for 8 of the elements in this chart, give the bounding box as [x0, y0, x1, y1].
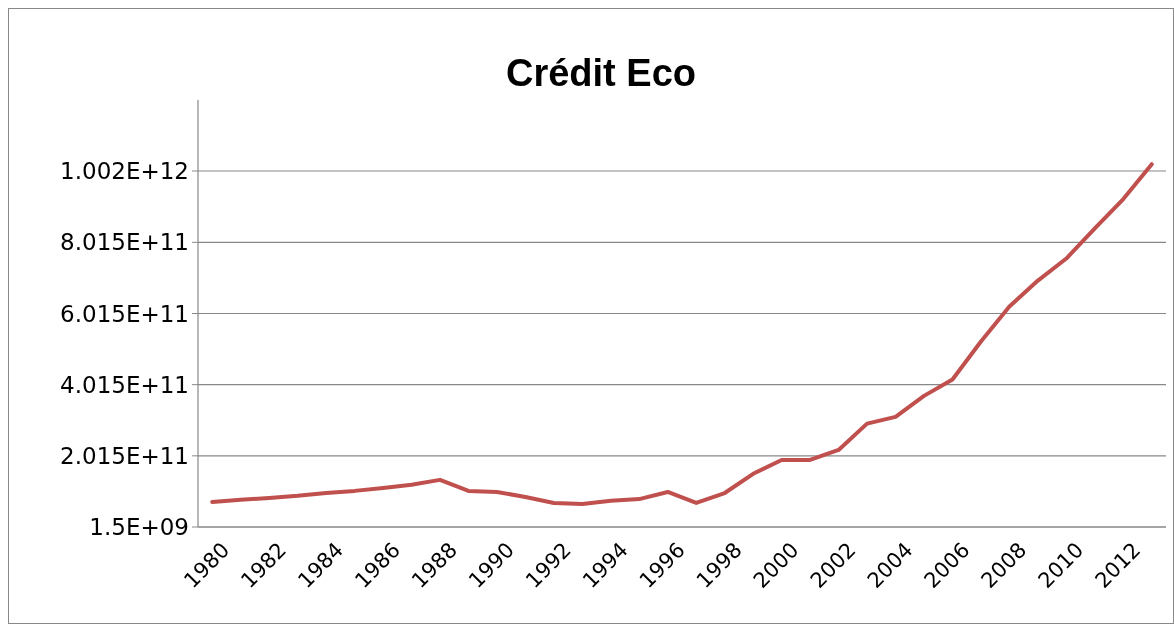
y-tick-label: 2.015E+11 — [60, 442, 189, 469]
y-tick-label: 1.5E+09 — [89, 514, 189, 541]
y-tick-label: 6.015E+11 — [60, 300, 189, 327]
line-series — [210, 162, 1154, 507]
y-tick-label: 4.015E+11 — [60, 371, 189, 398]
chart-title: Crédit Eco — [505, 52, 697, 94]
y-tick-label: 1.002E+12 — [60, 158, 189, 185]
y-tick-label: 8.015E+11 — [60, 229, 189, 256]
